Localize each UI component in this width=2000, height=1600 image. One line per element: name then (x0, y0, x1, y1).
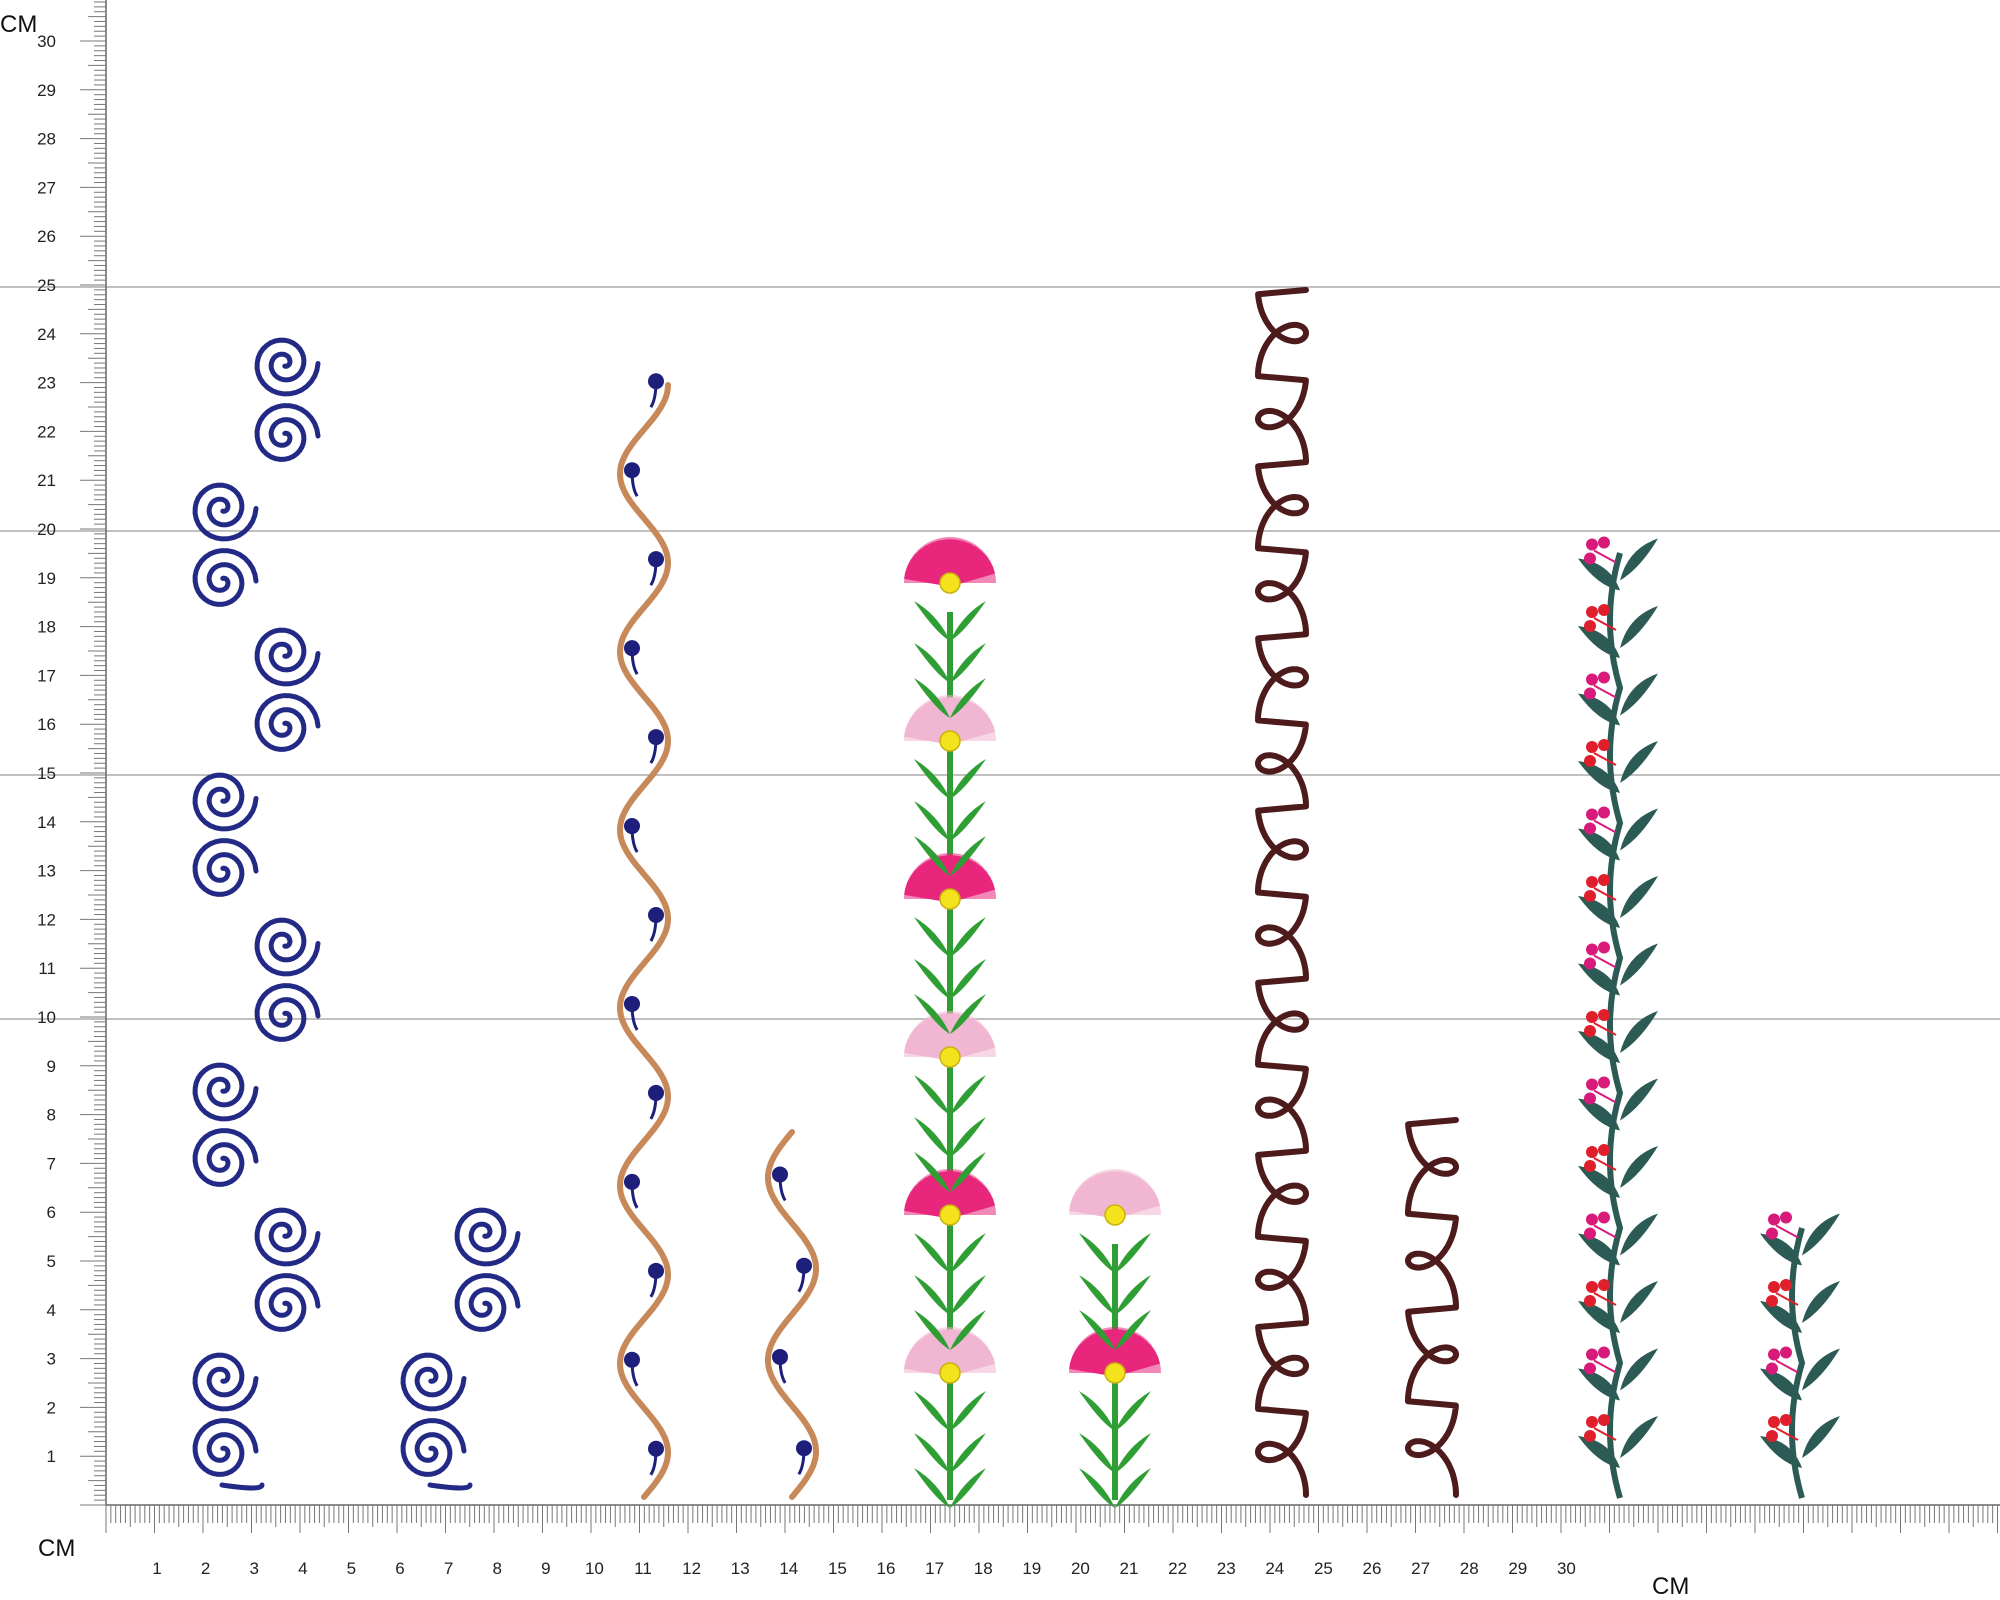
vertical-ruler-number: 8 (47, 1106, 56, 1125)
horizontal-ruler-number: 5 (347, 1559, 356, 1578)
horizontal-ruler-number: 18 (974, 1559, 993, 1578)
horizontal-ruler-number: 9 (541, 1559, 550, 1578)
vertical-ruler-number: 15 (37, 764, 56, 783)
vertical-ruler-number: 9 (47, 1057, 56, 1076)
horizontal-ruler-number: 11 (634, 1559, 652, 1578)
horizontal-ruler-number: 28 (1460, 1559, 1479, 1578)
horizontal-ruler-number: 29 (1508, 1559, 1527, 1578)
horizontal-ruler-number: 23 (1217, 1559, 1236, 1578)
horizontal-ruler-number: 20 (1071, 1559, 1090, 1578)
horizontal-ruler: 1 2 3 4 5 6 7 8 9 10 11 12 13 14 15 16 17 18 19 20 21 22 23 24 2… (38, 1504, 2000, 1600)
vertical-ruler-number: 28 (37, 130, 56, 149)
vertical-ruler-number: 10 (37, 1008, 56, 1027)
vertical-ruler-number: 13 (37, 862, 56, 881)
horizontal-ruler-number: 17 (925, 1559, 944, 1578)
horizontal-ruler-number: 8 (492, 1559, 501, 1578)
vertical-ruler-number: 23 (37, 374, 56, 393)
vertical-ruler: 1234567891011121314151617181920212223242… (0, 0, 107, 1506)
vertical-ruler-number: 20 (37, 520, 56, 539)
vertical-ruler-number: 11 (38, 959, 56, 978)
vertical-ruler-number: 3 (47, 1350, 56, 1369)
embroidery-designs (192, 287, 1840, 1508)
vertical-ruler-number: 19 (37, 569, 56, 588)
vertical-ruler-number: 7 (47, 1154, 56, 1173)
horizontal-ruler-number: 1 (152, 1559, 161, 1578)
horizontal-ruler-number: 3 (249, 1559, 258, 1578)
vertical-ruler-number: 30 (37, 32, 56, 51)
horizontal-ruler-number: 10 (585, 1559, 604, 1578)
horizontal-ruler-number: 13 (731, 1559, 750, 1578)
vertical-ruler-number: 26 (37, 227, 56, 246)
horizontal-ruler-number: 24 (1265, 1559, 1284, 1578)
teal-berry-vine-short (1760, 1211, 1840, 1499)
horizontal-ruler-number: 30 (1557, 1559, 1576, 1578)
vertical-ruler-number: 29 (37, 81, 56, 100)
horizontal-ruler-number: 12 (682, 1559, 701, 1578)
horizontal-ruler-number: 19 (1022, 1559, 1041, 1578)
horizontal-ruler-number: 4 (298, 1559, 307, 1578)
vertical-ruler-number: 24 (37, 325, 56, 344)
vertical-ruler-number: 4 (47, 1301, 56, 1320)
horizontal-ruler-number: 6 (395, 1559, 404, 1578)
tan-wave-vine-tall (616, 373, 672, 1500)
vertical-ruler-number: 6 (47, 1203, 56, 1222)
horizontal-ruler-number: 22 (1168, 1559, 1187, 1578)
tan-wave-vine-short (765, 1129, 819, 1500)
navy-spiral-border-short (400, 1207, 521, 1491)
vertical-ruler-number: 17 (37, 666, 56, 685)
flower-stack-border-tall (904, 537, 996, 1508)
vertical-ruler-number: 27 (37, 178, 56, 197)
vertical-ruler-number: 5 (47, 1252, 56, 1271)
ruler-unit-label-bottom-left: CM (38, 1535, 75, 1562)
horizontal-ruler-number: 16 (877, 1559, 896, 1578)
horizontal-ruler-number: 14 (779, 1559, 798, 1578)
ruler-unit-label-bottom-right: CM (1652, 1573, 1689, 1600)
vertical-ruler-number: 16 (37, 715, 56, 734)
horizontal-ruler-number: 15 (828, 1559, 847, 1578)
maroon-loop-border-tall (1255, 287, 1309, 1498)
horizontal-ruler-number: 7 (444, 1559, 453, 1578)
maroon-loop-border-short (1405, 1117, 1459, 1498)
vertical-ruler-number: 2 (47, 1398, 56, 1417)
teal-berry-vine-tall (1578, 536, 1658, 1499)
navy-spiral-border-tall (192, 337, 321, 1491)
vertical-ruler-number: 22 (37, 422, 56, 441)
horizontal-ruler-number: 2 (201, 1559, 210, 1578)
vertical-ruler-number: 21 (37, 471, 56, 490)
vertical-ruler-number: 25 (37, 276, 56, 295)
ruler-unit-label-top: CM (0, 11, 37, 38)
vertical-ruler-number: 1 (47, 1447, 56, 1466)
vertical-ruler-number: 12 (37, 910, 56, 929)
horizontal-ruler-number: 26 (1363, 1559, 1382, 1578)
guide-lines (0, 286, 2000, 1020)
flower-stack-border-short (1069, 1169, 1161, 1508)
vertical-ruler-number: 18 (37, 618, 56, 637)
horizontal-ruler-number: 21 (1120, 1559, 1139, 1578)
vertical-ruler-number: 14 (37, 813, 56, 832)
horizontal-ruler-number: 27 (1411, 1559, 1430, 1578)
horizontal-ruler-number: 25 (1314, 1559, 1333, 1578)
